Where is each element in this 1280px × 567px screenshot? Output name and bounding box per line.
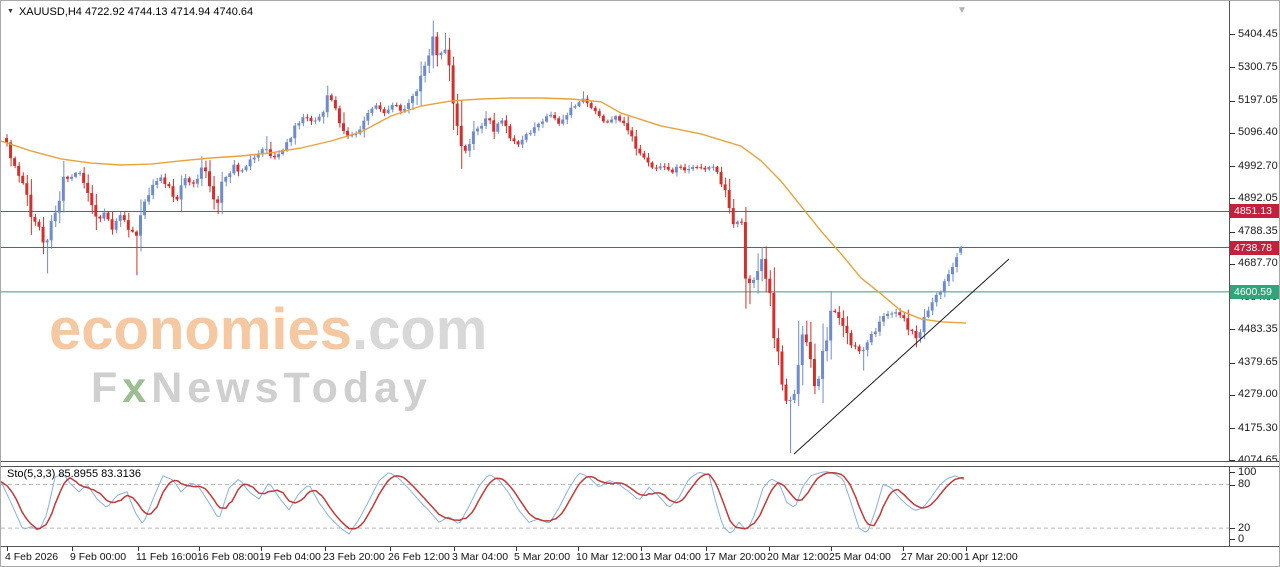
date-label: 9 Feb 00:00 [70,551,127,563]
date-tick [72,547,73,551]
price-tick-label: 5096.40 [1238,126,1278,139]
price-tick-label: 5197.05 [1238,94,1278,107]
price-tick [1230,100,1235,102]
price-tick-label: 4279.00 [1238,388,1278,401]
price-tick [1230,460,1235,462]
trendline[interactable] [793,258,1010,455]
candles-layer [5,20,963,453]
date-tick [831,547,832,551]
price-tick [1230,263,1235,265]
sto-level-label: 0 [1238,532,1245,545]
price-tick [1230,34,1235,36]
price-tag: 4600.59 [1230,284,1279,299]
symbol-title: ▼ XAUUSD,H4 4722.92 4744.13 4714.94 4740.… [7,6,253,18]
price-tick [1230,329,1235,331]
date-label: 20 Mar 12:00 [767,551,829,563]
price-tick-label: 4992.70 [1238,159,1278,172]
sto-d-line [1,471,965,530]
date-label: 25 Mar 04:00 [829,551,891,563]
time-axis-separator [1,546,1279,547]
price-tick [1230,394,1235,396]
date-label: 23 Feb 20:00 [323,551,385,563]
sto-tick [1230,484,1235,486]
sto-tick [1230,539,1235,540]
date-tick [769,547,770,551]
symbol-ohlc-text: XAUUSD,H4 4722.92 4744.13 4714.94 4740.6… [18,6,254,18]
panel-splitter[interactable] [1,461,1279,467]
date-tick [706,547,707,551]
date-label: 17 Mar 20:00 [704,551,766,563]
price-tick-label: 4379.65 [1238,356,1278,369]
date-tick [903,547,904,551]
stochastic-label: Sto(5,3,3) 85.8955 83.3136 [7,468,141,480]
price-tag: 4738.78 [1230,240,1279,255]
date-label: 1 Apr 12:00 [964,551,1018,563]
date-tick [7,547,8,551]
date-tick [390,547,391,551]
price-tick-label: 4687.70 [1238,257,1278,270]
date-tick [261,547,262,551]
date-label: 19 Feb 04:00 [259,551,321,563]
chart-shift-icon: ▼ [957,5,967,16]
price-tick-label: 4788.35 [1238,225,1278,238]
price-tick [1230,362,1235,364]
moving-average-line [1,97,967,324]
price-tick [1230,231,1235,233]
price-tag: 4851.13 [1230,204,1279,219]
symbol-dropdown-icon[interactable]: ▼ [7,8,14,15]
sto-tick [1230,528,1235,530]
stochastic-panel[interactable] [1,467,1229,546]
date-tick [641,547,642,551]
main-chart[interactable] [1,1,1229,461]
date-tick [138,547,139,551]
price-tick [1230,67,1235,69]
sto-tick [1230,472,1235,473]
date-label: 3 Mar 04:00 [452,551,509,563]
date-tick [454,547,455,551]
date-label: 27 Mar 20:00 [901,551,963,563]
date-label: 16 Feb 08:00 [197,551,259,563]
date-tick [578,547,579,551]
price-tick [1230,428,1235,430]
price-tick [1230,166,1235,168]
sto-level-label: 100 [1238,465,1257,478]
date-label: 11 Feb 16:00 [136,551,198,563]
price-axis-separator [1229,1,1230,546]
sto-level-label: 80 [1238,478,1251,490]
price-tick-label: 5300.75 [1238,60,1278,73]
date-label: 5 Mar 20:00 [514,551,571,563]
date-tick [516,547,517,551]
date-label: 10 Mar 12:00 [576,551,638,563]
date-label: 4 Feb 2026 [5,551,59,563]
price-tick-label: 5404.45 [1238,27,1278,40]
price-tick-label: 4483.35 [1238,322,1278,335]
date-label: 26 Feb 12:00 [388,551,450,563]
price-tick [1230,132,1235,134]
sto-level-label: 20 [1238,521,1251,534]
price-tick-label: 4892.05 [1238,191,1278,204]
date-tick [966,547,967,551]
price-tick-label: 4175.30 [1238,421,1278,434]
date-tick [199,547,200,551]
date-tick [325,547,326,551]
date-label: 13 Mar 04:00 [639,551,701,563]
sto-k-line [1,471,965,535]
price-tick [1230,198,1235,200]
